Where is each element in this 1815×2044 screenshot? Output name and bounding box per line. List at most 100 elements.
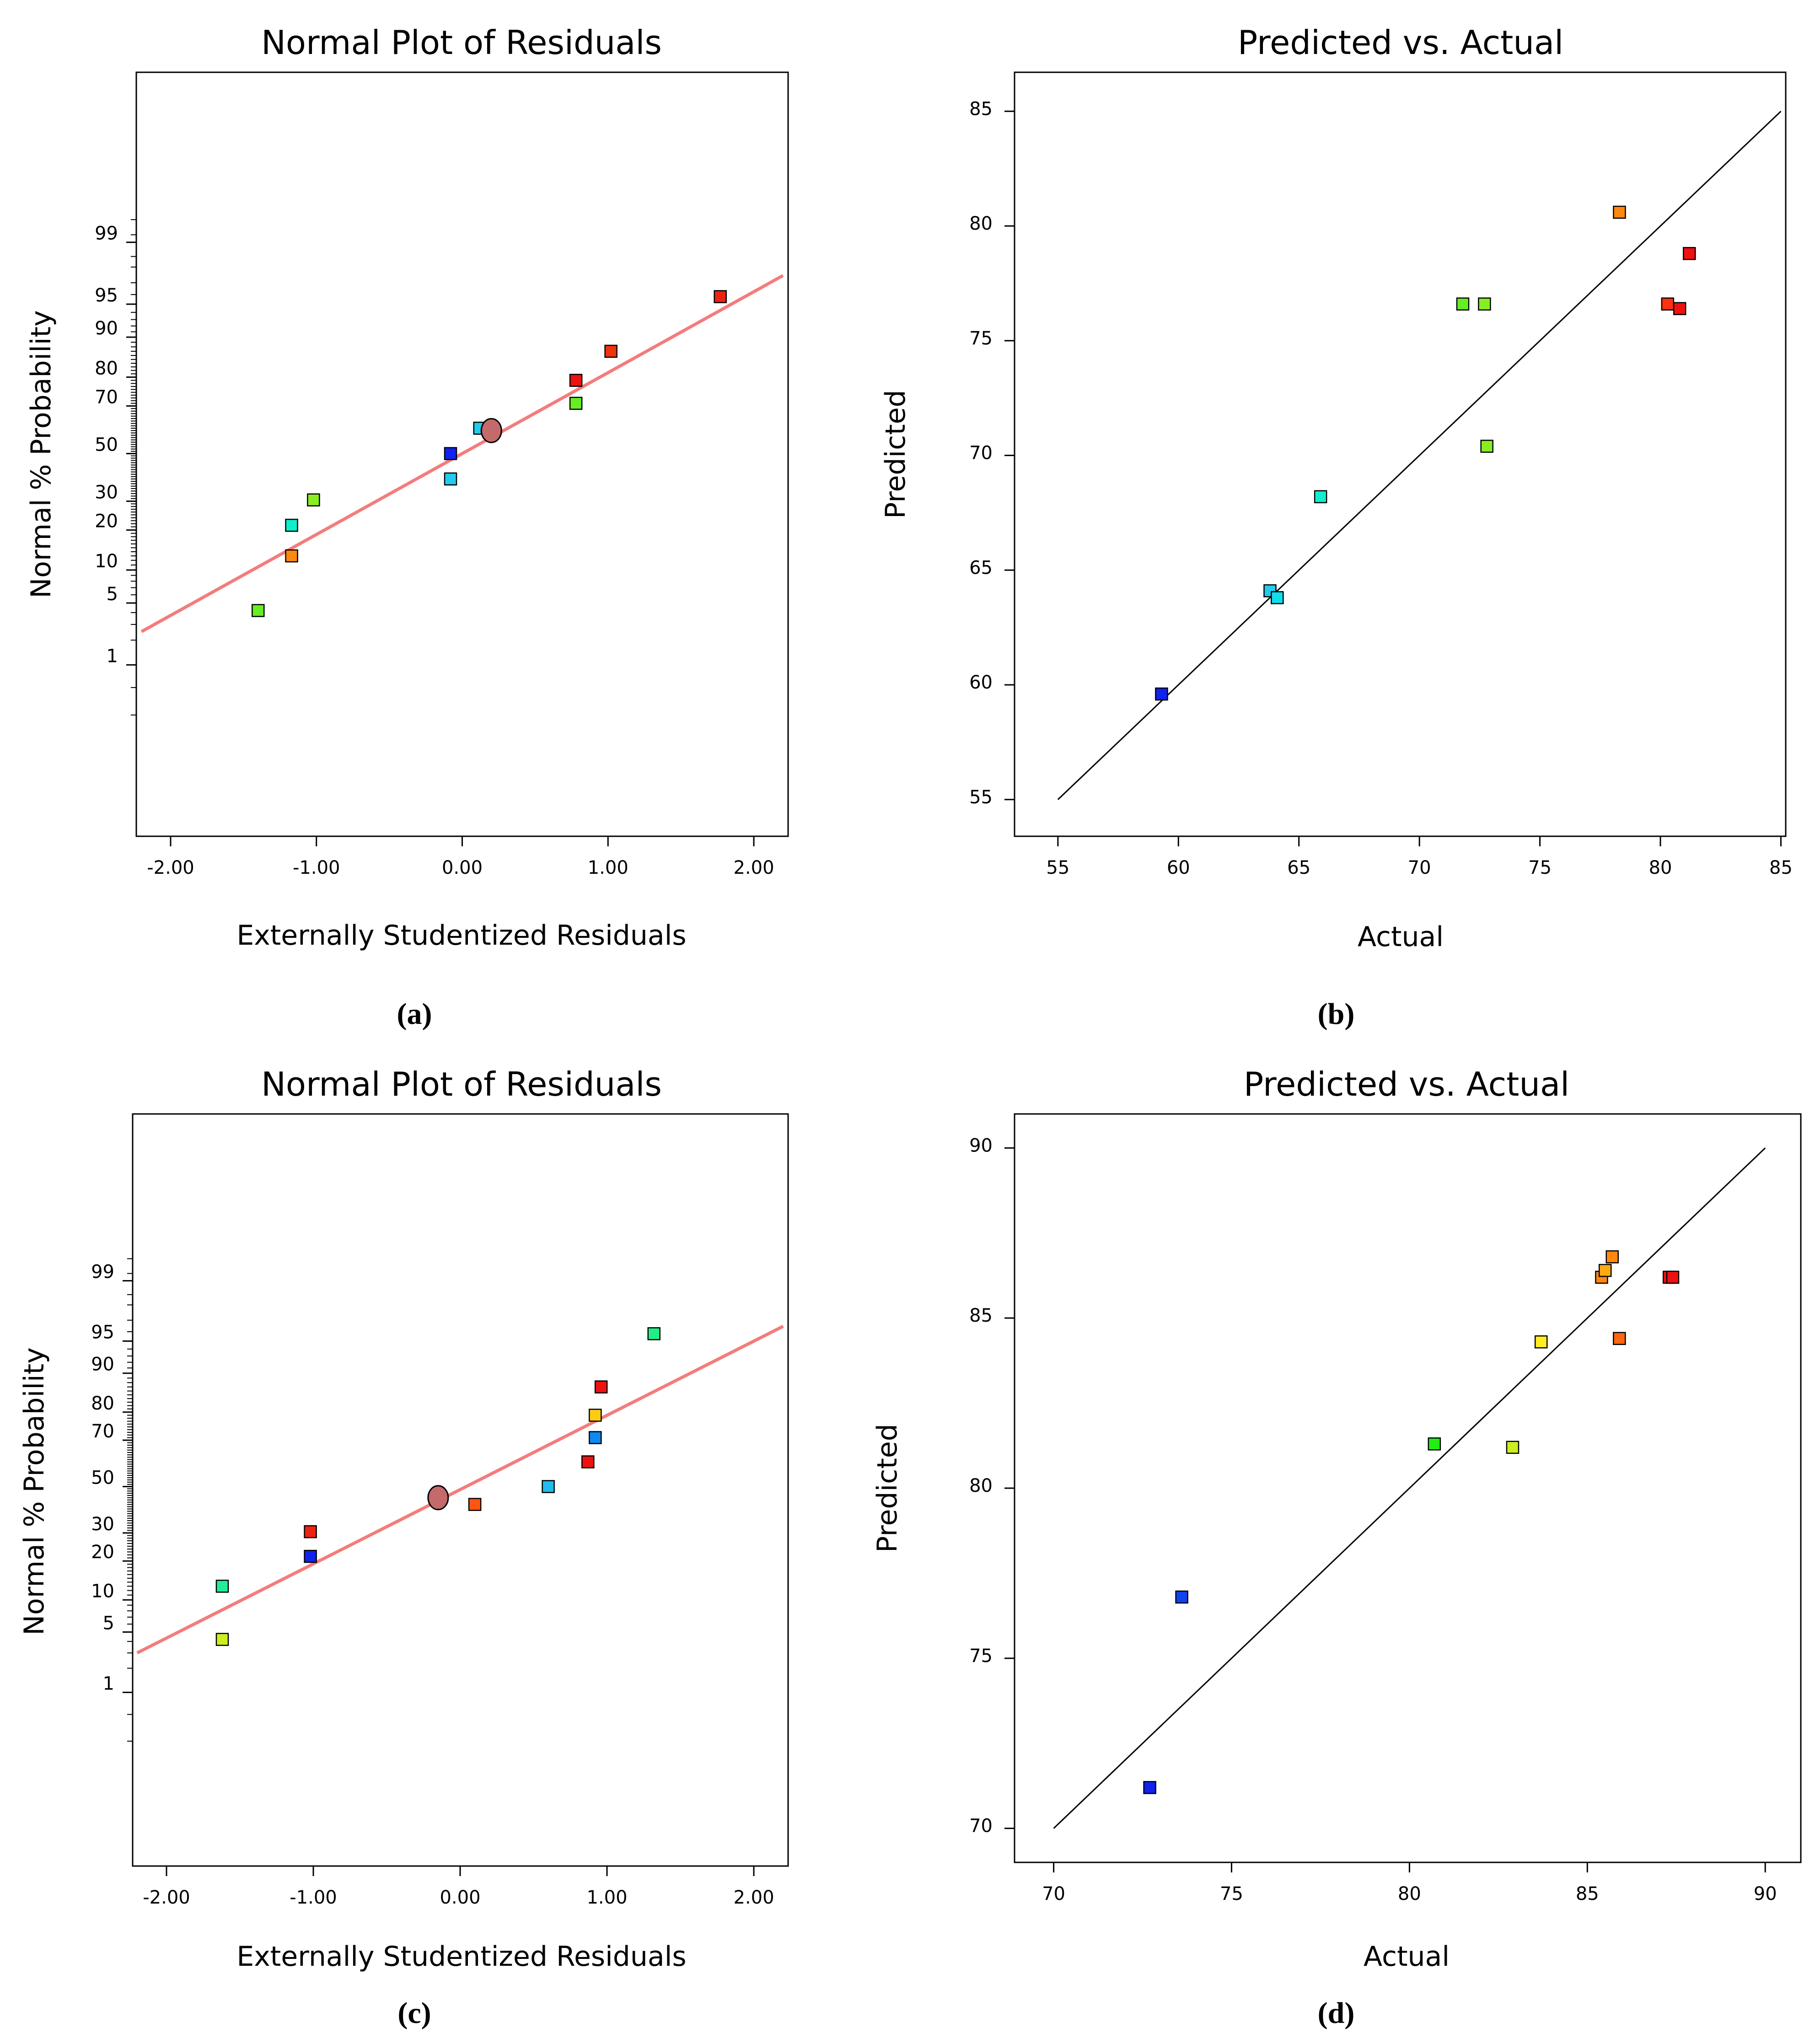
panel-a-y-label: Normal % Probability (25, 310, 57, 598)
c-y-tick-label: 90 (91, 1354, 114, 1375)
b-y-tick-label: 85 (969, 98, 993, 119)
panel-a-fit-line (140, 274, 784, 633)
d-y-tick-label: 85 (969, 1305, 993, 1326)
a-y-tick-label: 50 (95, 435, 118, 456)
a-y-tick-label: 70 (95, 387, 118, 408)
a-selected-marker (480, 418, 502, 443)
panel-b-ticks: 55 60 65 70 75 80 85 55 60 65 70 75 80 85 (969, 98, 1793, 878)
a-y-tick-label: 30 (95, 482, 118, 503)
a-y-tick-label: 90 (95, 318, 118, 339)
b-data-point (1613, 205, 1626, 219)
c-y-tick-label: 10 (91, 1581, 114, 1602)
b-data-point (1480, 440, 1493, 453)
panel-b-plot-area (1014, 71, 1787, 837)
d-data-point (1606, 1250, 1619, 1264)
c-x-tick-label: -2.00 (143, 1887, 190, 1908)
b-x-tick-label: 65 (1287, 857, 1310, 878)
a-y-tick-label: 10 (95, 551, 118, 572)
c-y-tick-label: 1 (103, 1673, 114, 1694)
c-data-point (468, 1498, 482, 1511)
a-x-tick-label: -2.00 (147, 857, 194, 878)
panel-c-title: Normal Plot of Residuals (261, 1065, 662, 1103)
b-x-tick-label: 70 (1408, 857, 1431, 878)
d-data-point (1534, 1335, 1548, 1349)
panel-a-x-label: Externally Studentized Residuals (236, 920, 686, 952)
a-y-tick-label: 1 (107, 645, 118, 667)
a-data-point (285, 549, 298, 563)
c-selected-marker (427, 1485, 449, 1511)
a-data-point (569, 397, 583, 410)
panel-c-ticks: -2.00 -1.00 0.00 1.00 2.00 1 5 10 20 30 50 70 80 90 95… (91, 1258, 774, 1908)
b-x-tick-label: 80 (1649, 857, 1672, 878)
b-data-point (1271, 591, 1284, 604)
c-y-tick-label: 70 (91, 1421, 114, 1442)
panel-a-caption: (a) (397, 997, 432, 1031)
panel-d-x-label: Actual (1364, 1941, 1450, 1973)
a-y-tick-label: 99 (95, 223, 118, 244)
d-y-tick-label: 80 (969, 1475, 993, 1496)
b-y-tick-label: 70 (969, 443, 993, 464)
panel-c-y-label: Normal % Probability (18, 1347, 50, 1635)
a-data-point (285, 518, 298, 532)
c-y-tick-label: 80 (91, 1393, 114, 1414)
panel-a-points (252, 290, 727, 617)
c-x-tick-label: 0.00 (440, 1887, 480, 1908)
a-data-point (604, 344, 618, 358)
b-data-point (1478, 297, 1491, 311)
d-data-point (1613, 1332, 1626, 1345)
panel-d-reference-line (1053, 1147, 1766, 1829)
d-y-tick-label: 90 (969, 1135, 993, 1156)
d-y-tick-label: 75 (969, 1646, 993, 1667)
b-y-tick-label: 65 (969, 557, 993, 578)
a-x-tick-label: 2.00 (733, 857, 774, 878)
c-y-tick-label: 99 (91, 1262, 114, 1283)
c-y-tick-label: 5 (103, 1613, 114, 1634)
a-data-point (569, 374, 583, 387)
b-data-point (1673, 302, 1686, 315)
d-data-point (1666, 1270, 1680, 1284)
a-x-tick-label: 1.00 (588, 857, 628, 878)
b-data-point (1456, 297, 1470, 311)
b-data-point (1155, 687, 1168, 701)
a-data-point (252, 604, 265, 617)
c-x-tick-label: -1.00 (290, 1887, 337, 1908)
panel-c-points (215, 1327, 660, 1646)
d-x-tick-label: 75 (1220, 1883, 1243, 1904)
panel-c-fit-line (136, 1325, 784, 1655)
panel-d-ticks: 70 75 80 85 90 70 75 80 85 90 (969, 1135, 1777, 1904)
panel-b-y-label: Predicted (880, 390, 912, 519)
panel-b-title: Predicted vs. Actual (1238, 23, 1563, 62)
c-fit-line-stroke (136, 1325, 784, 1655)
b-y-tick-label: 55 (969, 787, 993, 808)
b-data-point (1683, 247, 1696, 260)
c-data-point (542, 1480, 555, 1493)
panel-a: Normal Plot of Residuals -2.00 -1.00 0.00 1… (25, 23, 789, 1031)
panel-d: Predicted vs. Actual 70 75 80 85 90 70 75 80 85 9… (871, 1065, 1802, 2030)
d-x-tick-label: 70 (1042, 1883, 1065, 1904)
panel-b: Predicted vs. Actual 55 60 65 70 75 80 85 55 60 6… (880, 23, 1793, 1031)
c-data-point (647, 1327, 660, 1340)
c-y-tick-label: 95 (91, 1322, 114, 1343)
d-data-point (1428, 1437, 1441, 1451)
c-x-tick-label: 2.00 (733, 1887, 774, 1908)
c-data-point (304, 1525, 317, 1538)
a-fit-line-stroke (140, 274, 784, 633)
panel-c-x-label: Externally Studentized Residuals (236, 1941, 686, 1973)
a-data-point (307, 493, 320, 507)
a-y-tick-label: 80 (95, 358, 118, 379)
d-data-point (1598, 1264, 1612, 1277)
d-x-tick-label: 85 (1576, 1883, 1599, 1904)
d-data-point (1175, 1590, 1188, 1604)
c-data-point (594, 1380, 608, 1393)
panel-d-caption: (d) (1318, 1996, 1355, 2030)
a-y-tick-label: 5 (107, 584, 118, 605)
d-reference-line-stroke (1053, 1147, 1766, 1829)
panel-d-y-label: Predicted (871, 1424, 903, 1553)
panel-c: Normal Plot of Residuals -2.00 -1.00 0.00 1… (18, 1065, 789, 2030)
b-x-tick-label: 60 (1167, 857, 1190, 878)
panel-d-title: Predicted vs. Actual (1244, 1065, 1569, 1103)
panel-b-reference-line (1057, 111, 1782, 800)
a-y-tick-label: 95 (95, 285, 118, 306)
c-data-point (215, 1580, 229, 1593)
